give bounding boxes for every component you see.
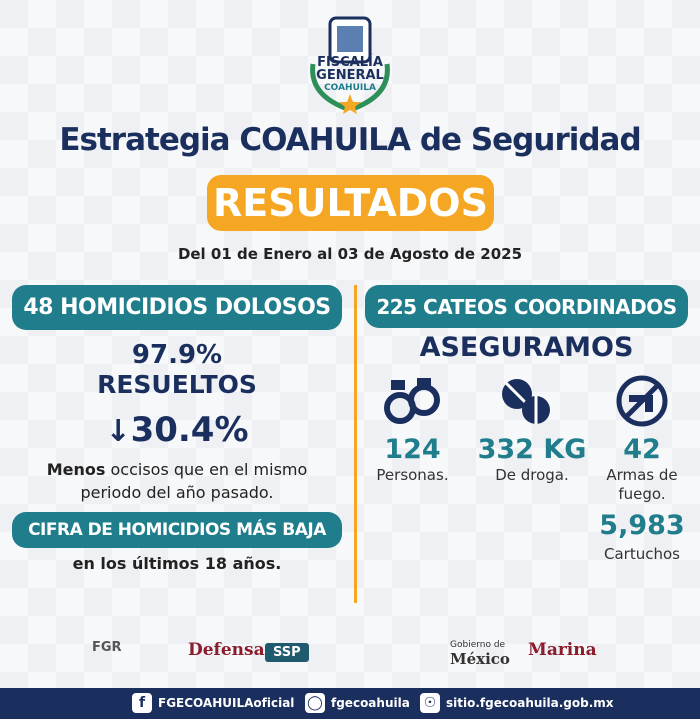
instagram-handle[interactable]: fgecoahuila [331,696,410,710]
handcuffs-icon [384,378,440,424]
down-arrow: ↓ [105,414,131,449]
partner-logo: FGR [92,640,122,655]
left-heading: 48 HOMICIDIOS DOLOSOS [12,285,342,330]
item-label: De droga. [495,466,569,484]
facebook-handle[interactable]: FGECOAHUILAoficial [158,696,295,710]
instagram-icon: ◯ [305,693,325,713]
item-value: 124 [384,434,441,465]
subheading: ASEGURAMOS [419,332,634,363]
banner-note: en los últimos 18 años. [72,554,282,573]
website-icon: ☉ [420,693,440,713]
facebook-icon: f [132,693,152,713]
item-label: Cartuchos [604,545,680,563]
item-label: Armas de fuego. [606,466,678,503]
item-value: 332 KG [477,434,587,465]
note-text: occisos que en el mismo periodo del año … [80,460,308,502]
item-value: 5,983 [599,510,685,541]
website-url[interactable]: sitio.fgecoahuila.gob.mx [446,696,614,710]
pills-icon [502,379,550,424]
logo-line: FISCALÍA [317,55,383,70]
divider [354,285,357,603]
change-value: 30.4% [130,410,249,450]
partner-logo: Marina [528,640,597,660]
logo-line: GENERAL [316,68,384,83]
item-value: 42 [623,434,661,465]
badge: RESULTADOS [207,175,494,231]
partner-logo: Defensa [188,640,265,660]
logo-emblem [310,16,390,114]
partner-logo: Gobierno de [450,640,506,650]
footer: f FGECOAHUILAoficial ◯ fgecoahuila ☉ sitio.… [0,688,700,719]
rate: 97.9% [131,340,223,370]
partner-logo: México [450,650,510,668]
logo-text: FISCALÍA GENERAL COAHUILA [300,56,400,95]
logo-line: COAHUILA [324,83,376,93]
right-heading: 225 CATEOS COORDINADOS [365,285,688,328]
period: Del 01 de Enero al 03 de Agosto de 2025 [177,245,523,263]
note: Menos occisos que en el mismo periodo de… [22,458,332,504]
change: ↓30.4% [12,410,342,450]
rate-label: RESUELTOS [97,370,257,399]
note-bold: Menos [46,460,106,479]
instagram-link[interactable]: ◯ fgecoahuila [305,693,410,713]
title: Estrategia COAHUILA de Seguridad [59,122,641,158]
no-weapons-icon [616,375,668,427]
partner-logo: SSP [265,643,309,662]
item-label: Personas. [376,466,449,484]
website-link[interactable]: ☉ sitio.fgecoahuila.gob.mx [420,693,614,713]
facebook-link[interactable]: f FGECOAHUILAoficial [132,693,294,713]
left-banner: CIFRA DE HOMICIDIOS MÁS BAJA [12,512,342,548]
